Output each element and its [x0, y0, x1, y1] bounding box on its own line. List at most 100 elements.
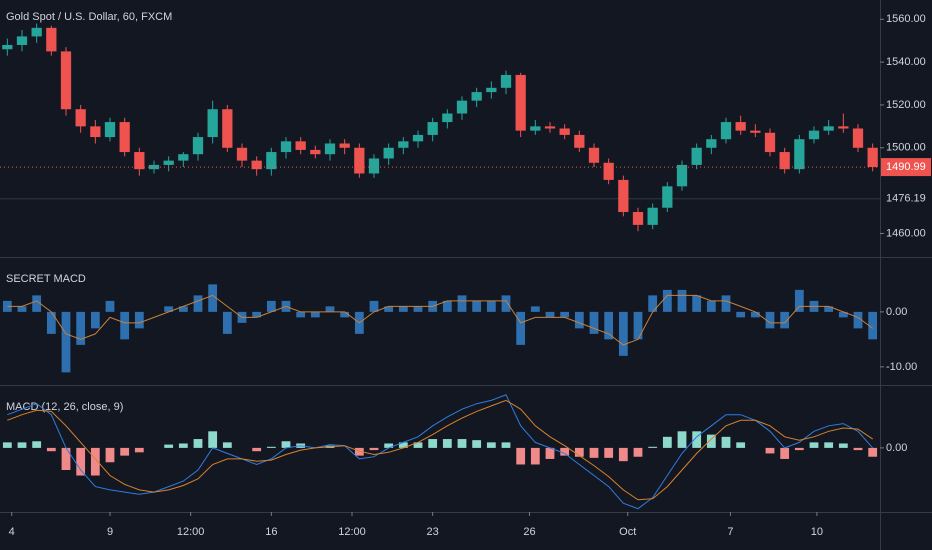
histogram-bar [721, 295, 731, 312]
candle-body [794, 139, 805, 170]
histogram-bar [472, 300, 482, 312]
histogram-bar [208, 284, 218, 312]
histogram-bar [545, 447, 555, 459]
histogram-bar [134, 447, 144, 453]
histogram-bar [90, 447, 100, 476]
candle-body [90, 126, 101, 138]
histogram-bar [706, 300, 716, 312]
candle-body [574, 134, 585, 148]
histogram-bar [281, 441, 291, 448]
last-price-tag [881, 158, 931, 177]
candle-body [427, 122, 438, 135]
chart-title: Gold Spot / U.S. Dollar, 60, FXCM [6, 11, 172, 23]
candle-body [442, 113, 453, 123]
candle-body [588, 147, 600, 163]
histogram-bar [648, 446, 658, 448]
histogram-bar [648, 295, 658, 312]
candle-body [530, 126, 541, 131]
candle-body [647, 207, 658, 225]
histogram-bar [486, 300, 496, 312]
candle-body [456, 100, 468, 114]
histogram-bar [501, 442, 511, 448]
histogram-bar [662, 436, 672, 448]
candle-body [750, 130, 761, 133]
histogram-bar [589, 311, 599, 334]
histogram-bar [765, 447, 775, 454]
histogram-bar [384, 443, 394, 448]
histogram-bar [692, 295, 702, 312]
histogram-bar [780, 311, 790, 329]
histogram-bar [369, 300, 379, 312]
y-tick-label: 1500.00 [886, 142, 926, 154]
histogram-bar [76, 311, 86, 345]
histogram-bar [90, 311, 100, 329]
indicator-line [7, 294, 873, 346]
histogram-bar [604, 447, 614, 458]
histogram-bar [501, 295, 511, 312]
histogram-bar [413, 306, 423, 312]
histogram-bar [61, 447, 71, 470]
histogram-bar [164, 444, 174, 448]
histogram-bar [398, 442, 408, 448]
histogram-bar [868, 311, 878, 340]
histogram-bar [310, 311, 320, 318]
histogram-bar [120, 311, 130, 340]
x-tick-label: 16 [265, 526, 277, 538]
histogram-bar [120, 447, 130, 456]
histogram-bar [413, 442, 423, 448]
histogram-bar [222, 311, 232, 334]
histogram-bar [677, 289, 687, 312]
histogram-bar [296, 311, 306, 318]
x-tick-label: 4 [9, 526, 15, 538]
x-tick-label: 9 [107, 526, 113, 538]
histogram-bar [618, 447, 628, 462]
histogram-bar [252, 311, 262, 318]
y-tick-label: 1460.00 [886, 227, 926, 239]
histogram-bar [105, 300, 115, 312]
histogram-bar [46, 447, 56, 452]
histogram-bar [486, 442, 496, 448]
candle-body [720, 122, 732, 140]
candle-body [280, 141, 292, 153]
candle-body [603, 162, 614, 180]
candle-body [500, 74, 512, 88]
candle-body [808, 130, 820, 140]
histogram-bar [398, 306, 408, 312]
reference-tag [881, 190, 931, 207]
histogram-bar [32, 295, 42, 312]
candle-body [398, 141, 409, 148]
x-tick-label: 12:00 [338, 526, 366, 538]
candle-body [735, 122, 746, 131]
x-tick-label: Oct [619, 526, 636, 538]
x-tick-label: 12:00 [177, 526, 205, 538]
candle-body [178, 154, 189, 161]
histogram-bar [545, 311, 555, 318]
histogram-bar [736, 442, 746, 448]
candle-body [544, 126, 556, 129]
histogram-bar [516, 311, 526, 345]
histogram-bar [809, 442, 819, 448]
histogram-bar [721, 436, 731, 448]
histogram-bar [32, 441, 42, 448]
indicator-title: SECRET MACD [6, 273, 86, 285]
candle-body [412, 134, 424, 142]
candle-body [75, 109, 86, 127]
histogram-bar [105, 447, 115, 463]
candle-body [764, 132, 776, 153]
candle-body [368, 158, 380, 174]
histogram-bar [325, 306, 335, 312]
candle-body [354, 147, 365, 174]
histogram-bar [17, 306, 27, 312]
y-tick-label: 1540.00 [886, 56, 926, 68]
histogram-bar [134, 311, 144, 329]
histogram-bar [428, 439, 438, 448]
histogram-bar [61, 311, 71, 373]
histogram-bar [633, 447, 643, 457]
candle-body [339, 143, 350, 148]
candle-body [618, 179, 629, 213]
candle-body [163, 160, 174, 165]
histogram-bar [530, 306, 540, 312]
histogram-bar [193, 295, 203, 312]
